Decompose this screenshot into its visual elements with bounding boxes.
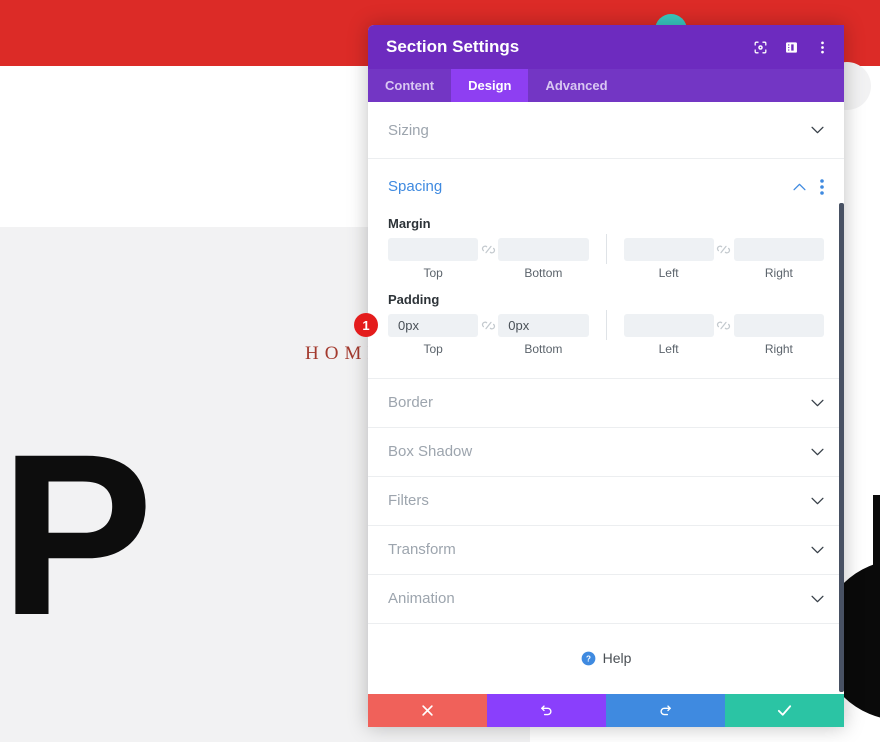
svg-text:?: ? [586, 654, 591, 663]
